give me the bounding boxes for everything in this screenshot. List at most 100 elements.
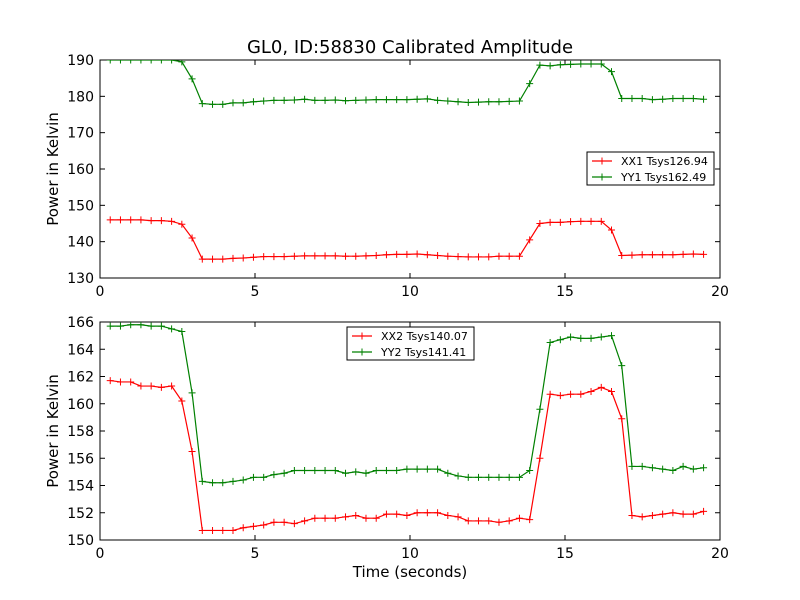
y-tick-label: 162 <box>67 370 94 386</box>
data-point <box>423 465 431 473</box>
data-point <box>157 60 165 64</box>
data-point <box>321 96 329 104</box>
data-point <box>137 322 145 329</box>
data-point <box>556 336 564 344</box>
data-point <box>321 514 329 522</box>
data-point <box>546 390 554 398</box>
data-point <box>260 97 268 105</box>
data-point <box>198 526 206 534</box>
data-point <box>157 322 165 330</box>
top-y-axis-label: Power in Kelvin <box>44 112 62 226</box>
y-tick-label: 152 <box>67 506 94 522</box>
data-point <box>567 218 575 226</box>
data-point <box>249 253 257 261</box>
data-point <box>423 251 431 259</box>
data-point <box>515 514 523 522</box>
data-point <box>229 254 237 262</box>
data-point <box>280 96 288 104</box>
data-point <box>669 509 677 517</box>
data-point <box>495 473 503 481</box>
data-point <box>423 509 431 517</box>
data-point <box>270 253 278 261</box>
x-tick-label: 10 <box>401 546 419 562</box>
data-point <box>178 60 186 66</box>
data-point <box>464 253 472 261</box>
data-point <box>700 507 708 515</box>
data-point <box>464 99 472 107</box>
data-point <box>321 252 329 260</box>
data-point <box>587 387 595 395</box>
data-point <box>515 473 523 481</box>
legend-marker <box>598 173 606 181</box>
data-point <box>382 467 390 475</box>
data-point <box>669 251 677 259</box>
x-tick-label: 5 <box>251 546 260 562</box>
data-point <box>219 255 227 263</box>
data-point <box>403 465 411 473</box>
data-point <box>147 60 155 64</box>
y-tick-label: 156 <box>67 451 94 467</box>
data-point <box>689 250 697 258</box>
data-point <box>280 253 288 261</box>
data-point <box>137 216 145 224</box>
data-point <box>648 464 656 472</box>
data-point <box>577 390 585 398</box>
data-point <box>260 253 268 261</box>
data-point <box>700 250 708 258</box>
data-point <box>157 383 165 391</box>
bottom-x-axis-label: Time (seconds) <box>352 563 468 581</box>
data-point <box>393 467 401 475</box>
data-point <box>546 62 554 70</box>
data-point <box>270 471 278 479</box>
data-point <box>618 95 626 103</box>
y-tick-label: 190 <box>67 53 94 69</box>
data-point <box>546 338 554 346</box>
data-point <box>362 469 370 477</box>
data-point <box>679 510 687 518</box>
data-point <box>362 96 370 104</box>
data-point <box>209 100 217 108</box>
data-point <box>628 511 636 519</box>
data-point <box>577 60 585 68</box>
data-point <box>352 252 360 260</box>
data-point <box>372 96 380 104</box>
data-point <box>444 97 452 105</box>
data-point <box>669 95 677 103</box>
data-point <box>311 252 319 260</box>
data-point <box>587 334 595 342</box>
data-point <box>382 96 390 104</box>
y-tick-label: 180 <box>67 89 94 105</box>
data-point <box>219 526 227 534</box>
y-tick-label: 130 <box>67 271 94 287</box>
legend-entry: YY2 Tsys141.41 <box>380 346 466 359</box>
data-point <box>567 60 575 68</box>
data-point <box>280 518 288 526</box>
chart-title: GL0, ID:58830 Calibrated Amplitude <box>247 37 573 58</box>
data-point <box>239 254 247 262</box>
y-tick-label: 154 <box>67 479 94 495</box>
data-point <box>137 382 145 390</box>
data-point <box>116 216 124 224</box>
data-point <box>168 217 176 225</box>
data-point <box>536 61 544 69</box>
data-point <box>536 454 544 462</box>
data-point <box>505 252 513 260</box>
data-point <box>209 526 217 534</box>
data-point <box>577 217 585 225</box>
data-point <box>526 80 534 88</box>
data-point <box>393 96 401 104</box>
legend-box <box>346 326 475 361</box>
data-point <box>403 96 411 104</box>
data-point <box>434 465 442 473</box>
data-point <box>618 415 626 423</box>
data-point <box>495 252 503 260</box>
data-point <box>157 217 165 225</box>
data-point <box>556 392 564 400</box>
data-point <box>526 236 534 244</box>
legend-marker <box>358 332 366 340</box>
data-point <box>475 253 483 261</box>
data-point <box>393 510 401 518</box>
data-point <box>403 511 411 519</box>
data-point <box>331 514 339 522</box>
data-point <box>423 95 431 103</box>
